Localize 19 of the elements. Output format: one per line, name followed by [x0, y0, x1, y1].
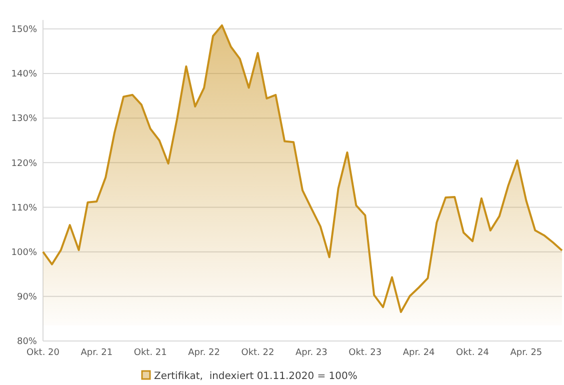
- y-tick-label: 140%: [11, 70, 38, 80]
- y-tick-label: 120%: [11, 158, 38, 169]
- x-tick-label: Apr. 21: [80, 348, 113, 358]
- x-tick-label: Okt. 24: [456, 348, 490, 358]
- legend-label: Zertifikat, indexiert 01.11.2020 = 100%: [154, 371, 358, 382]
- x-tick-label: Apr. 24: [402, 348, 436, 358]
- y-tick-label: 80%: [16, 337, 38, 348]
- y-tick-label: 150%: [11, 25, 38, 36]
- y-tick-label: 110%: [11, 203, 38, 214]
- y-tick-label: 100%: [11, 248, 38, 258]
- x-tick-label: Apr. 22: [188, 348, 220, 358]
- x-tick-label: Okt. 20: [26, 348, 60, 358]
- x-tick-label: Apr. 25: [510, 348, 542, 358]
- y-tick-label: 130%: [11, 114, 38, 124]
- x-tick-label: Okt. 23: [348, 348, 382, 358]
- x-tick-label: Okt. 22: [241, 348, 274, 358]
- x-tick-label: Apr. 23: [295, 348, 328, 358]
- y-tick-label: 90%: [16, 292, 38, 303]
- x-tick-label: Okt. 21: [134, 348, 167, 358]
